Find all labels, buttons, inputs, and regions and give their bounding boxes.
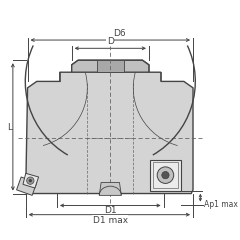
Polygon shape bbox=[96, 60, 124, 72]
Text: D1 max: D1 max bbox=[93, 216, 128, 225]
Circle shape bbox=[157, 167, 174, 183]
Circle shape bbox=[162, 171, 169, 179]
Polygon shape bbox=[99, 182, 121, 195]
Text: D1: D1 bbox=[104, 206, 117, 215]
Text: L: L bbox=[7, 123, 12, 132]
Circle shape bbox=[27, 177, 34, 184]
Polygon shape bbox=[72, 60, 149, 72]
Polygon shape bbox=[23, 173, 39, 188]
Text: Ap1 max: Ap1 max bbox=[204, 200, 238, 209]
Text: D6: D6 bbox=[113, 29, 126, 38]
Circle shape bbox=[29, 179, 32, 182]
Polygon shape bbox=[26, 60, 193, 193]
Polygon shape bbox=[17, 177, 37, 195]
Text: D: D bbox=[107, 37, 114, 47]
Polygon shape bbox=[150, 160, 181, 191]
